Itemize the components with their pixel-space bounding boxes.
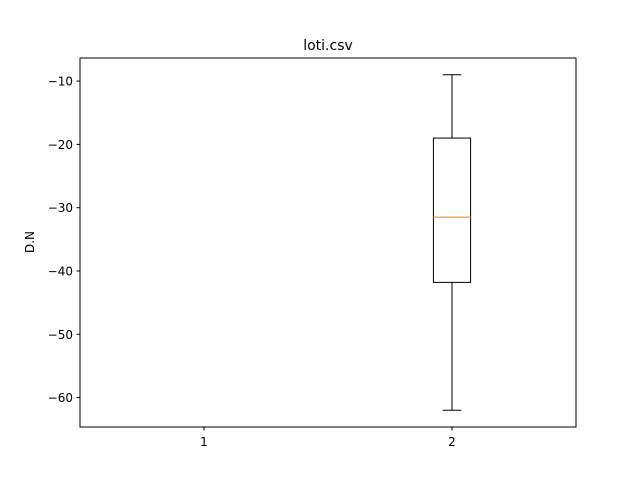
y-tick-label: −60 <box>48 391 73 405</box>
y-tick-label: −20 <box>48 138 73 152</box>
y-tick-label: −40 <box>48 264 73 278</box>
chart-title: loti.csv <box>303 38 353 54</box>
x-tick-label: 2 <box>448 435 456 449</box>
y-tick-label: −30 <box>48 201 73 215</box>
x-tick-label: 1 <box>200 435 208 449</box>
y-axis-label: D.N <box>23 231 37 253</box>
y-tick-label: −10 <box>48 75 73 89</box>
y-tick-label: −50 <box>48 328 73 342</box>
